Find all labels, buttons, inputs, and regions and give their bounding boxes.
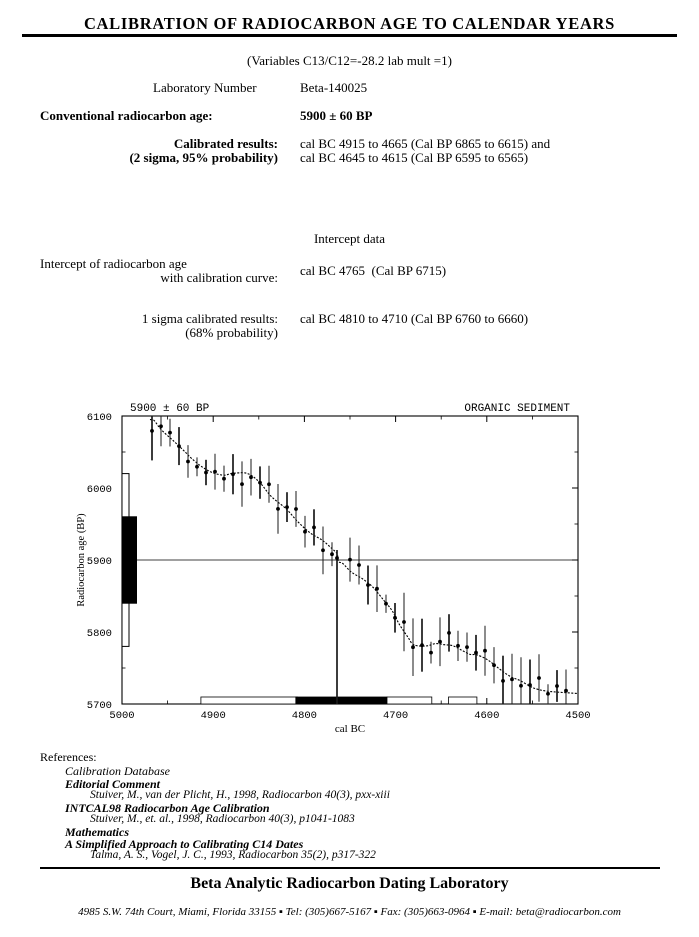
svg-text:5900: 5900 [87,556,112,568]
svg-text:5900 ± 60 BP: 5900 ± 60 BP [130,403,210,415]
svg-text:4600: 4600 [474,710,499,722]
svg-text:4500: 4500 [565,710,590,722]
svg-text:4700: 4700 [383,710,408,722]
svg-text:4800: 4800 [292,710,317,722]
svg-text:5000: 5000 [109,710,134,722]
svg-text:6000: 6000 [87,484,112,496]
svg-text:4900: 4900 [201,710,226,722]
svg-text:5700: 5700 [87,700,112,712]
svg-text:5800: 5800 [87,628,112,640]
svg-text:Radiocarbon age (BP): Radiocarbon age (BP) [76,513,87,607]
svg-text:cal BC: cal BC [335,723,365,735]
svg-text:ORGANIC SEDIMENT: ORGANIC SEDIMENT [464,403,570,415]
svg-text:6100: 6100 [87,412,112,424]
